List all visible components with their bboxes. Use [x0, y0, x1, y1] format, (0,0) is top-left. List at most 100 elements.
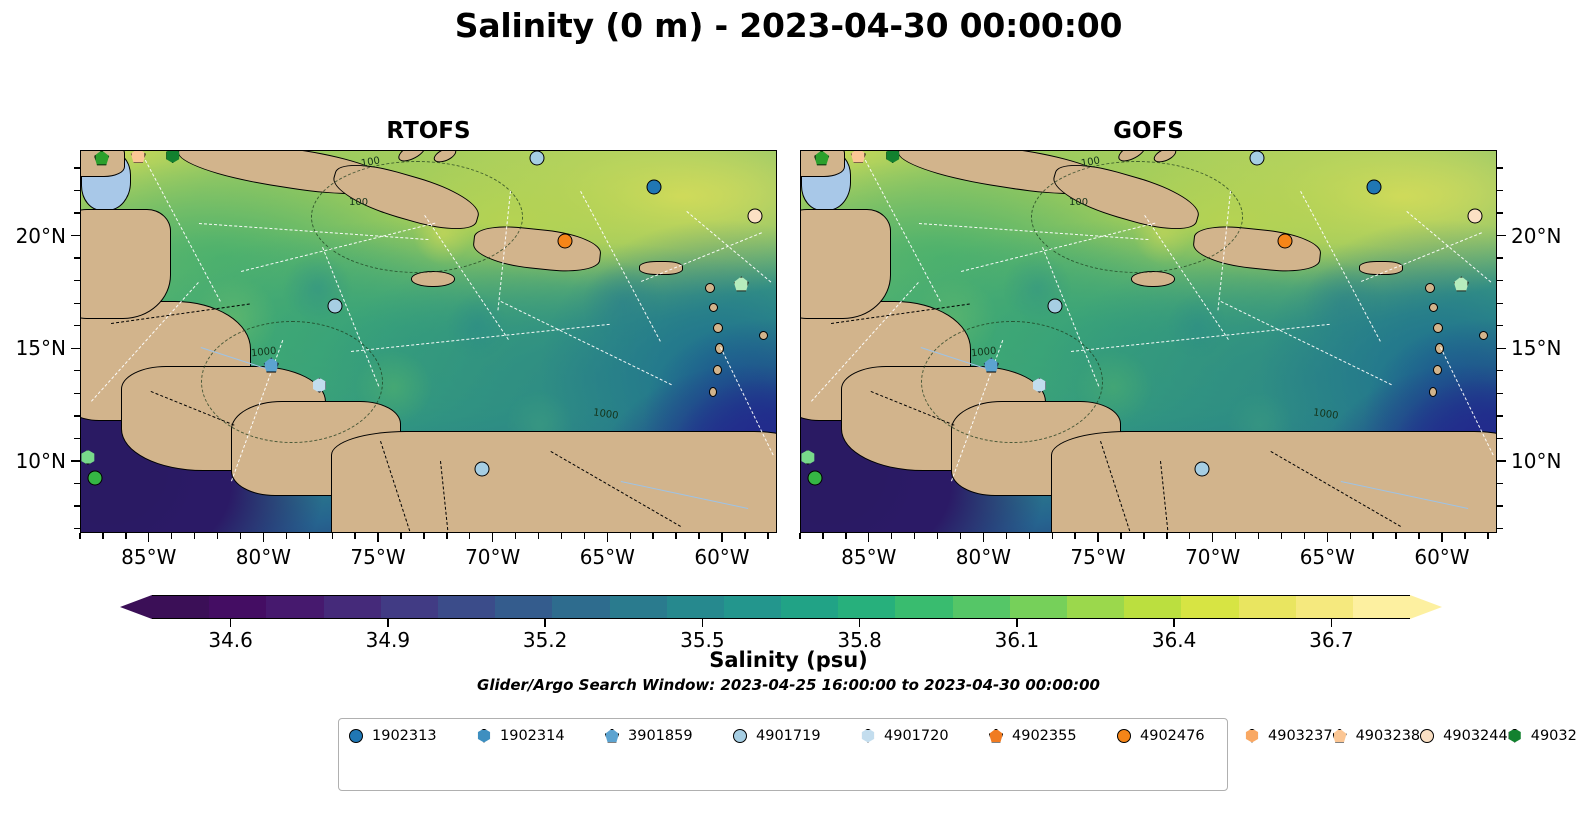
legend-item-1902314[interactable]: 1902314: [477, 728, 605, 744]
float-marker-5906478[interactable]: [807, 470, 823, 486]
float-marker-4903244[interactable]: [1467, 208, 1483, 224]
legend-item-3901859[interactable]: 3901859: [605, 728, 733, 744]
float-marker-4901719[interactable]: [529, 151, 545, 166]
colorbar-extend-min: [120, 595, 152, 619]
colorbar-swatch-19: [1238, 596, 1296, 618]
xtick-minor: [171, 533, 173, 539]
ytick-minor: [1497, 482, 1503, 485]
ytick-minor: [74, 279, 80, 282]
colorbar-swatch-9: [666, 596, 724, 618]
colorbar-swatch-10: [723, 596, 782, 618]
legend-marker-pentagon-icon: [1332, 728, 1347, 743]
xtick-minor: [354, 533, 356, 539]
xtick-minor: [79, 533, 81, 539]
float-legend[interactable]: 1902313 1902314 3901859 4901719 4901720 49023…: [338, 718, 1577, 791]
ytick-minor: [74, 392, 80, 394]
legend-item-4903244[interactable]: 4903244: [1420, 728, 1508, 744]
figure-title: Salinity (0 m) - 2023-04-30 00:00:00: [454, 6, 1123, 45]
xtick-minor: [216, 533, 219, 539]
landmass-south-america: [1051, 431, 1496, 532]
colorbar-swatch-12: [838, 596, 896, 618]
xtick-minor: [423, 533, 425, 539]
ytick-minor: [1497, 370, 1503, 372]
xtick-minor: [125, 533, 127, 539]
xtick-minor: [1120, 533, 1122, 539]
float-markers-gofs: [801, 151, 1496, 532]
float-marker-3901859[interactable]: [983, 357, 999, 373]
float-marker-4901720[interactable]: [312, 377, 326, 393]
colorbar-swatch-11: [781, 596, 839, 618]
float-marker-4903238[interactable]: [130, 151, 146, 163]
landmass-antilles-5: [713, 365, 722, 375]
xtick-minor: [913, 533, 916, 539]
float-marker-4901720[interactable]: [327, 298, 343, 314]
landmass-antilles-3: [713, 323, 723, 333]
legend-item-4901719[interactable]: 4901719: [733, 728, 861, 744]
float-marker-4901719[interactable]: [1249, 151, 1265, 166]
float-marker-4903244[interactable]: [747, 208, 763, 224]
xtick-minor: [1257, 533, 1260, 539]
float-marker-5906480[interactable]: [801, 449, 815, 465]
ytick-minor: [1497, 279, 1503, 282]
landmass-antilles-4: [1435, 343, 1444, 354]
colorbar-label: Salinity (psu): [709, 648, 868, 672]
bathy-contour-100: [1031, 161, 1243, 273]
legend-label: 4903278: [1530, 727, 1577, 744]
xtick-minor: [1280, 533, 1283, 539]
landmass-antilles-1: [1425, 283, 1435, 293]
landmass-south-america: [331, 431, 776, 532]
float-marker-1902313[interactable]: [1366, 179, 1382, 195]
ytick-major: [1497, 234, 1506, 237]
float-marker-4903278[interactable]: [166, 151, 180, 163]
float-marker-4901719[interactable]: [474, 461, 490, 477]
landmass-barbados: [759, 331, 768, 340]
float-marker-4901720[interactable]: [1047, 298, 1063, 314]
xtick-minor: [767, 533, 769, 539]
xtick-minor: [537, 533, 540, 539]
float-marker-4902476[interactable]: [1277, 233, 1293, 249]
float-marker-4901720[interactable]: [1032, 377, 1046, 393]
float-marker-5906480[interactable]: [81, 449, 95, 465]
xtick-minor: [1464, 533, 1466, 539]
legend-item-4902476[interactable]: 4902476: [1117, 728, 1245, 744]
ytick-major: [1497, 460, 1506, 462]
float-marker-4903354[interactable]: [94, 151, 110, 166]
legend-item-4903237[interactable]: 4903237: [1245, 728, 1333, 744]
xtick-major: [1097, 533, 1099, 542]
legend-marker-hexagon-icon: [861, 728, 875, 743]
landmass-mexico: [801, 209, 891, 319]
legend-item-4903238[interactable]: 4903238: [1332, 728, 1420, 744]
float-marker-4903278[interactable]: [886, 151, 900, 163]
float-marker-1902313[interactable]: [646, 179, 662, 195]
colorbar-tick: [544, 619, 546, 627]
bathy-contour-100: [311, 161, 523, 273]
float-marker-4903354[interactable]: [814, 151, 830, 166]
float-marker-3901859[interactable]: [263, 357, 279, 373]
xtick-minor: [959, 533, 962, 539]
legend-marker-hexagon-icon: [477, 728, 491, 743]
contour-label-100: 100: [349, 197, 369, 208]
legend-marker-circle-icon: [1117, 728, 1131, 743]
ytick-minor: [74, 415, 80, 417]
float-marker-4903238[interactable]: [850, 151, 866, 163]
map-panel-rtofs[interactable]: 1000 100 1000 100: [80, 150, 777, 533]
float-marker-4901719[interactable]: [1194, 461, 1210, 477]
float-marker-6904223[interactable]: [1453, 276, 1469, 292]
xtick-minor: [1005, 533, 1008, 539]
legend-item-4902355[interactable]: 4902355: [989, 728, 1117, 744]
colorbar-tick: [229, 619, 232, 627]
float-marker-4902476[interactable]: [557, 233, 573, 249]
legend-item-4903278[interactable]: 4903278: [1508, 728, 1577, 744]
xtick-minor: [1166, 533, 1168, 539]
colorbar-tick: [701, 619, 704, 627]
float-marker-5906478[interactable]: [87, 470, 103, 486]
colorbar-swatch-6: [495, 596, 553, 618]
legend-item-1902313[interactable]: 1902313: [349, 728, 477, 744]
float-marker-6904223[interactable]: [733, 276, 749, 292]
map-panel-gofs[interactable]: 1000 100 1000 100: [800, 150, 1497, 533]
colorbar[interactable]: 34.6 34.9 35.2 35.5 35.8 36.1 36.4 36.7: [0, 592, 1577, 652]
colorbar-swatch-3: [323, 596, 381, 618]
legend-item-4901720[interactable]: 4901720: [861, 728, 989, 744]
ytick-major: [71, 347, 80, 349]
xtick-minor: [560, 533, 563, 539]
